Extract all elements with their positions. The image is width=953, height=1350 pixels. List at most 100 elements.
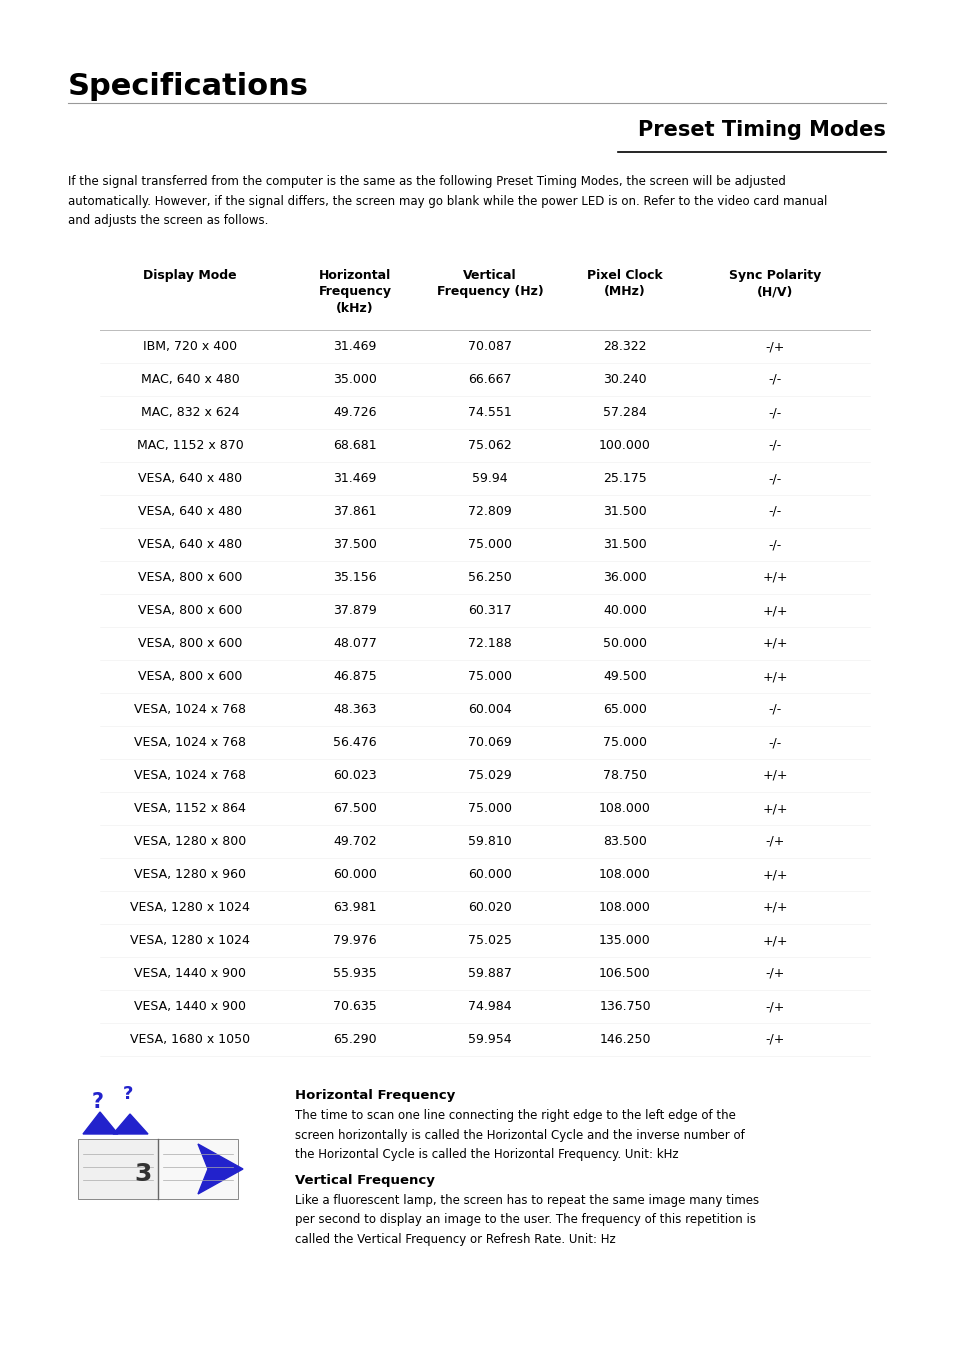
Text: ?: ? [123, 1085, 133, 1103]
Text: 59.810: 59.810 [468, 836, 512, 848]
Text: VESA, 1440 x 900: VESA, 1440 x 900 [133, 967, 246, 980]
Text: -/-: -/- [767, 406, 781, 418]
FancyBboxPatch shape [78, 1139, 158, 1199]
Polygon shape [83, 1112, 118, 1134]
Text: +/+: +/+ [761, 670, 787, 683]
Text: Vertical Frequency: Vertical Frequency [294, 1174, 435, 1187]
Text: -/-: -/- [767, 373, 781, 386]
Text: VESA, 1152 x 864: VESA, 1152 x 864 [134, 802, 246, 815]
Text: -/+: -/+ [764, 340, 784, 352]
Text: 49.500: 49.500 [602, 670, 646, 683]
Text: 36.000: 36.000 [602, 571, 646, 585]
Text: 3: 3 [134, 1162, 152, 1187]
Text: 60.317: 60.317 [468, 603, 511, 617]
Text: 49.702: 49.702 [333, 836, 376, 848]
Text: 68.681: 68.681 [333, 439, 376, 452]
Text: 66.667: 66.667 [468, 373, 511, 386]
Text: -/-: -/- [767, 505, 781, 518]
Text: -/+: -/+ [764, 967, 784, 980]
Text: VESA, 1440 x 900: VESA, 1440 x 900 [133, 1000, 246, 1012]
Text: 75.025: 75.025 [468, 934, 512, 946]
Text: 106.500: 106.500 [598, 967, 650, 980]
Text: +/+: +/+ [761, 769, 787, 782]
Text: 55.935: 55.935 [333, 967, 376, 980]
Text: VESA, 640 x 480: VESA, 640 x 480 [138, 505, 242, 518]
Text: 74.551: 74.551 [468, 406, 512, 418]
Text: 108.000: 108.000 [598, 900, 650, 914]
Text: 75.000: 75.000 [602, 736, 646, 749]
Text: IBM, 720 x 400: IBM, 720 x 400 [143, 340, 236, 352]
Text: +/+: +/+ [761, 900, 787, 914]
Text: VESA, 1024 x 768: VESA, 1024 x 768 [133, 736, 246, 749]
Text: 59.954: 59.954 [468, 1033, 511, 1046]
Text: 31.469: 31.469 [333, 340, 376, 352]
Text: 60.020: 60.020 [468, 900, 512, 914]
Text: VESA, 1280 x 1024: VESA, 1280 x 1024 [130, 934, 250, 946]
Text: 60.000: 60.000 [333, 868, 376, 882]
Text: 74.984: 74.984 [468, 1000, 511, 1012]
Text: 59.887: 59.887 [468, 967, 512, 980]
Text: 60.023: 60.023 [333, 769, 376, 782]
Text: VESA, 800 x 600: VESA, 800 x 600 [137, 670, 242, 683]
Text: -/+: -/+ [764, 836, 784, 848]
Text: 31.469: 31.469 [333, 472, 376, 485]
Text: 65.290: 65.290 [333, 1033, 376, 1046]
Text: 70.635: 70.635 [333, 1000, 376, 1012]
Text: 70.069: 70.069 [468, 736, 512, 749]
Text: VESA, 640 x 480: VESA, 640 x 480 [138, 539, 242, 551]
Text: 48.363: 48.363 [333, 703, 376, 716]
Text: 108.000: 108.000 [598, 802, 650, 815]
Text: If the signal transferred from the computer is the same as the following Preset : If the signal transferred from the compu… [68, 176, 826, 227]
Text: 28.322: 28.322 [602, 340, 646, 352]
Text: 65.000: 65.000 [602, 703, 646, 716]
Text: +/+: +/+ [761, 637, 787, 649]
Text: The time to scan one line connecting the right edge to the left edge of the
scre: The time to scan one line connecting the… [294, 1108, 744, 1161]
Text: 37.500: 37.500 [333, 539, 376, 551]
Text: 56.476: 56.476 [333, 736, 376, 749]
Text: 75.000: 75.000 [468, 802, 512, 815]
Polygon shape [198, 1143, 243, 1193]
Text: 60.000: 60.000 [468, 868, 512, 882]
Text: 49.726: 49.726 [333, 406, 376, 418]
Text: -/-: -/- [767, 736, 781, 749]
Text: 135.000: 135.000 [598, 934, 650, 946]
Text: 67.500: 67.500 [333, 802, 376, 815]
Text: 50.000: 50.000 [602, 637, 646, 649]
Text: 30.240: 30.240 [602, 373, 646, 386]
Text: 136.750: 136.750 [598, 1000, 650, 1012]
Text: VESA, 640 x 480: VESA, 640 x 480 [138, 472, 242, 485]
Text: -/+: -/+ [764, 1000, 784, 1012]
Text: 40.000: 40.000 [602, 603, 646, 617]
Text: Specifications: Specifications [68, 72, 309, 101]
Text: MAC, 832 x 624: MAC, 832 x 624 [141, 406, 239, 418]
Text: 35.000: 35.000 [333, 373, 376, 386]
Text: -/-: -/- [767, 703, 781, 716]
Text: VESA, 1024 x 768: VESA, 1024 x 768 [133, 703, 246, 716]
FancyBboxPatch shape [158, 1139, 237, 1199]
Text: VESA, 1280 x 800: VESA, 1280 x 800 [133, 836, 246, 848]
Text: 60.004: 60.004 [468, 703, 512, 716]
Polygon shape [112, 1114, 148, 1134]
Text: 79.976: 79.976 [333, 934, 376, 946]
Text: VESA, 800 x 600: VESA, 800 x 600 [137, 603, 242, 617]
Text: ?: ? [91, 1092, 104, 1112]
Text: 48.077: 48.077 [333, 637, 376, 649]
Text: 75.000: 75.000 [468, 670, 512, 683]
Text: 108.000: 108.000 [598, 868, 650, 882]
Text: Vertical
Frequency (Hz): Vertical Frequency (Hz) [436, 269, 543, 298]
Text: 37.861: 37.861 [333, 505, 376, 518]
Text: Pixel Clock
(MHz): Pixel Clock (MHz) [586, 269, 662, 298]
Text: Like a fluorescent lamp, the screen has to repeat the same image many times
per : Like a fluorescent lamp, the screen has … [294, 1193, 759, 1246]
Text: 100.000: 100.000 [598, 439, 650, 452]
Text: +/+: +/+ [761, 802, 787, 815]
Text: 59.94: 59.94 [472, 472, 507, 485]
Text: -/-: -/- [767, 472, 781, 485]
Text: 75.029: 75.029 [468, 769, 512, 782]
Text: +/+: +/+ [761, 571, 787, 585]
Text: 146.250: 146.250 [598, 1033, 650, 1046]
Text: 25.175: 25.175 [602, 472, 646, 485]
Text: Horizontal
Frequency
(kHz): Horizontal Frequency (kHz) [318, 269, 391, 315]
Text: VESA, 1680 x 1050: VESA, 1680 x 1050 [130, 1033, 250, 1046]
Text: Horizontal Frequency: Horizontal Frequency [294, 1089, 455, 1102]
Text: 70.087: 70.087 [468, 340, 512, 352]
